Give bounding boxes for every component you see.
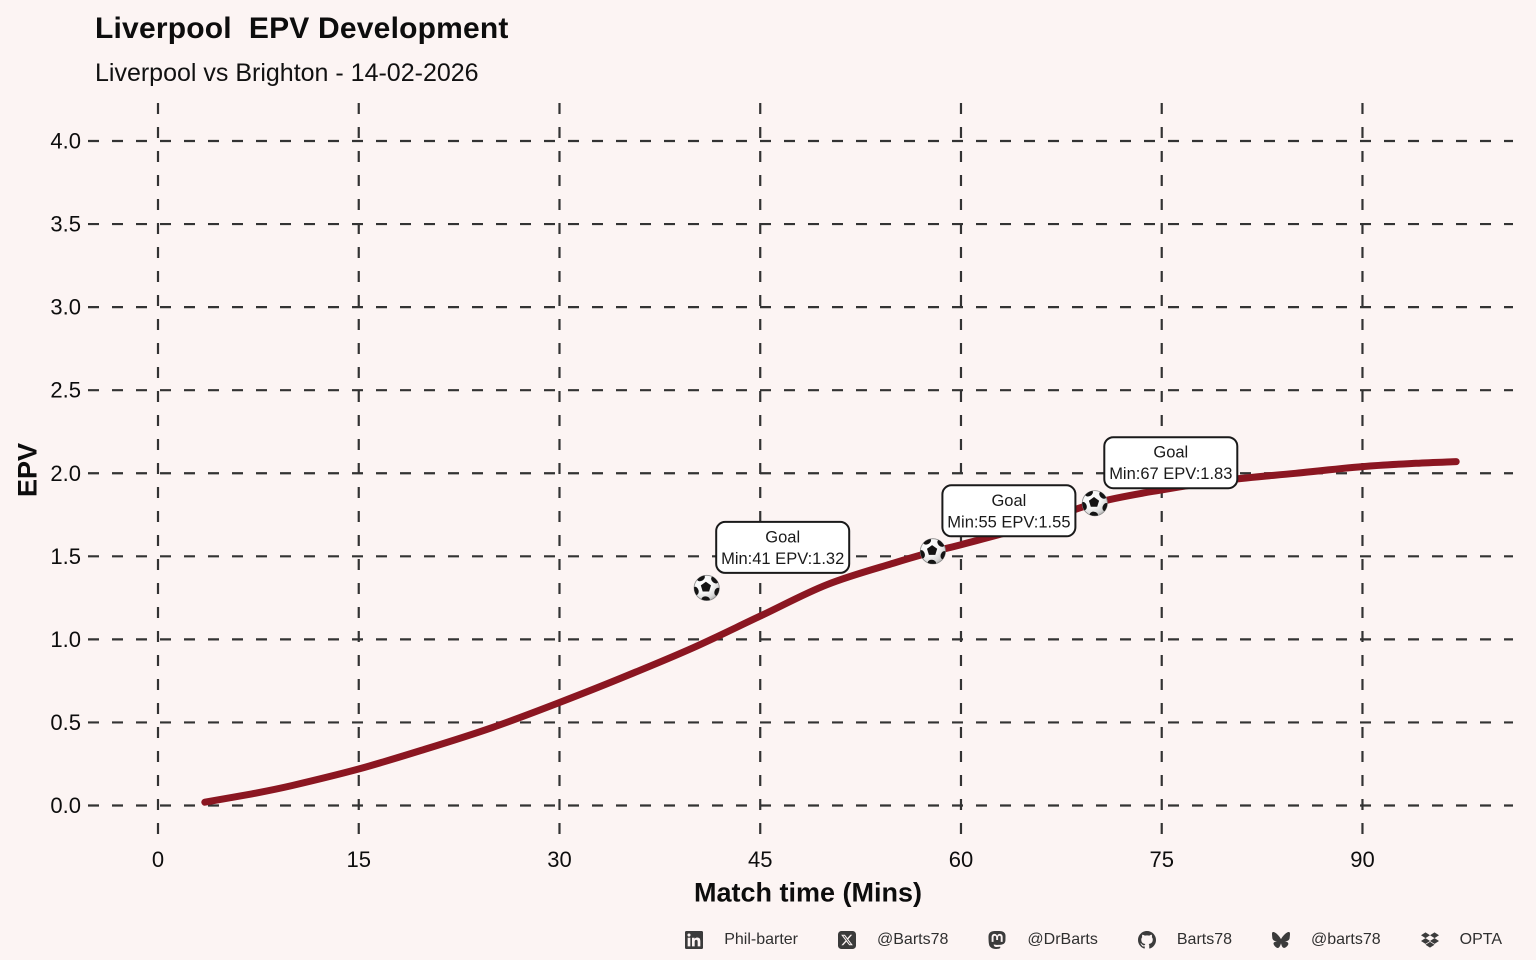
y-tick-label: 1.5 — [50, 544, 81, 569]
footer-item: @DrBarts — [988, 931, 1098, 949]
y-tick-label: 2.5 — [50, 378, 81, 403]
y-tick-label: 3.0 — [50, 295, 81, 320]
y-axis-label: EPV — [12, 442, 43, 498]
footer-handle-label: OPTA — [1459, 931, 1502, 948]
footer-handle-label: Barts78 — [1176, 931, 1233, 948]
footer-item: OPTA — [1420, 931, 1502, 949]
soccer-ball-icon — [693, 574, 720, 601]
goal-annotation-title: Goal — [765, 528, 800, 546]
footer-item: @Barts78 — [838, 931, 948, 949]
x-tick-label: 45 — [748, 847, 772, 872]
goal-annotation-3: Goal Min:67 EPV:1.83 — [1103, 436, 1239, 490]
y-tick-label: 3.5 — [50, 212, 81, 237]
footer-item: Barts78 — [1137, 931, 1233, 949]
goal-annotation-title: Goal — [1153, 444, 1188, 462]
x-axis-label: Match time (Mins) — [693, 877, 923, 908]
goal-annotation-detail: Min:55 EPV:1.55 — [947, 513, 1070, 531]
linkedin-icon — [685, 931, 704, 949]
x-tick-label: 90 — [1350, 847, 1374, 872]
goal-annotation-title: Goal — [991, 492, 1026, 510]
goal-annotation-detail: Min:41 EPV:1.32 — [721, 550, 844, 568]
footer-item: @barts78 — [1272, 931, 1381, 949]
dropbox-icon — [1420, 932, 1439, 948]
footer-handle-label: Phil-barter — [724, 931, 799, 948]
footer-handle-label: @DrBarts — [1027, 931, 1098, 948]
goal-annotation-2: Goal Min:55 EPV:1.55 — [941, 484, 1077, 538]
goal-annotation-detail: Min:67 EPV:1.83 — [1109, 465, 1232, 483]
footer-handle-label: @barts78 — [1311, 931, 1381, 948]
y-tick-label: 4.0 — [50, 129, 81, 154]
github-icon — [1137, 931, 1156, 949]
x-tick-label: 75 — [1149, 847, 1173, 872]
epv-curve — [201, 458, 1460, 806]
soccer-ball-icon — [919, 538, 946, 565]
bluesky-icon — [1272, 932, 1291, 949]
y-tick-label: 0.0 — [50, 793, 81, 818]
footer-credits: Phil-barter @Barts78 @DrBarts Barts78 @barts… — [685, 931, 1502, 949]
y-tick-label: 2.0 — [50, 461, 81, 486]
x-tick-label: 60 — [949, 847, 973, 872]
y-tick-label: 1.0 — [50, 627, 81, 652]
goal-annotation-1: Goal Min:41 EPV:1.32 — [715, 520, 851, 574]
chart-subtitle: Liverpool vs Brighton - 14-02-2026 — [95, 59, 479, 87]
footer-item: Phil-barter — [685, 931, 798, 949]
x-icon — [838, 931, 857, 949]
y-tick-label: 0.5 — [50, 710, 81, 735]
mastodon-icon — [988, 931, 1006, 949]
footer-handle-label: @Barts78 — [877, 931, 949, 948]
chart-title: Liverpool EPV Development — [95, 12, 509, 45]
soccer-ball-icon — [1081, 490, 1108, 517]
x-tick-label: 30 — [547, 847, 571, 872]
x-tick-label: 0 — [152, 847, 164, 872]
x-tick-label: 15 — [347, 847, 371, 872]
